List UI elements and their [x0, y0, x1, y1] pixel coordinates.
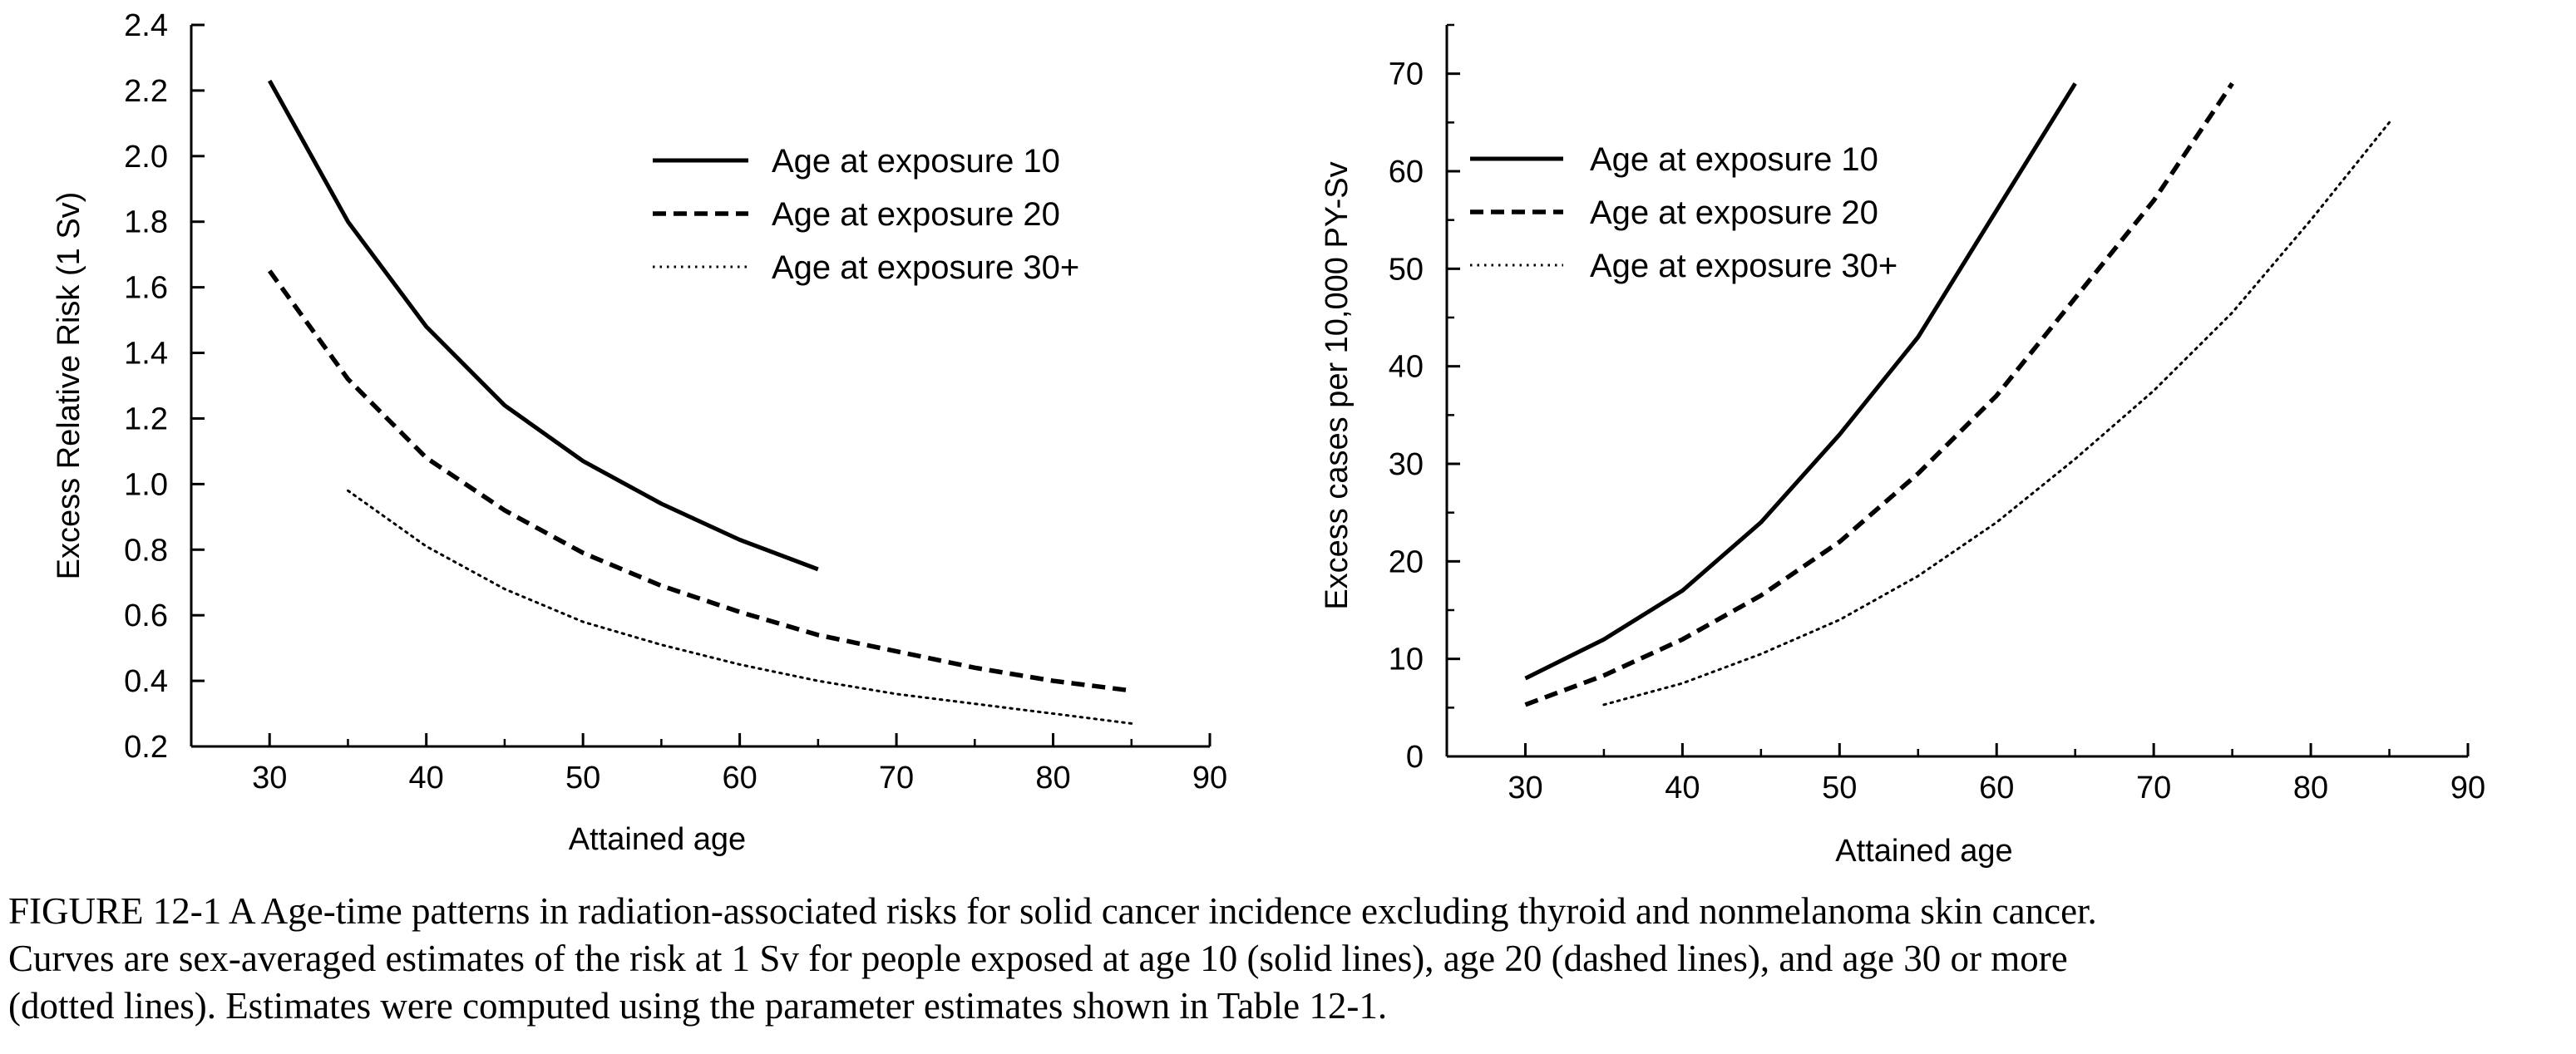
left-y-tick-label: 0.8 — [124, 533, 168, 568]
right-legend-label-1: Age at exposure 10 — [1590, 141, 1878, 178]
right-y-tick-label: 10 — [1389, 643, 1424, 677]
right-y-tick-label: 60 — [1389, 155, 1424, 190]
left-y-tick-label: 1.6 — [124, 271, 168, 306]
right-legend-label-3: Age at exposure 30+ — [1590, 248, 1897, 284]
figure-caption: FIGURE 12-1 A Age-time patterns in radia… — [8, 888, 2574, 1030]
left-series-line-2 — [267, 269, 1133, 693]
left-y-tick-label: 1.2 — [124, 401, 168, 436]
left-y-tick-label: 2.2 — [124, 74, 168, 109]
right-y-tick-label: 50 — [1389, 252, 1424, 287]
right-x-tick-label: 40 — [1665, 771, 1700, 805]
left-legend-label-2: Age at exposure 20 — [772, 196, 1060, 233]
right-x-tick-label: 70 — [2136, 771, 2171, 805]
left-y-tick-label: 2.0 — [124, 140, 168, 175]
right-series-line-1 — [1524, 82, 2077, 681]
left-y-axis-title: Excess Relative Risk (1 Sv) — [52, 192, 86, 580]
left-y-tick-label: 2.4 — [124, 8, 168, 43]
left-legend-label-1: Age at exposure 10 — [772, 143, 1060, 180]
right-x-tick-label: 80 — [2293, 771, 2328, 805]
left-chart: 30 40 50 60 70 80 90 0.2 0.4 0.6 0.8 1.0 1.2 1.4 1.6 1.… — [52, 8, 1227, 857]
left-x-tick-label: 70 — [879, 761, 914, 795]
left-y-tick-label: 0.6 — [124, 598, 168, 633]
left-x-tick-label: 90 — [1192, 761, 1227, 795]
left-series-line-3 — [347, 489, 1133, 725]
right-y-axis-title: Excess cases per 10,000 PY-Sv — [1320, 161, 1355, 609]
left-x-tick-label: 80 — [1035, 761, 1070, 795]
left-legend-label-3: Age at exposure 30+ — [772, 249, 1079, 286]
left-y-tick-label: 1.8 — [124, 205, 168, 240]
left-y-tick-label: 0.4 — [124, 664, 168, 699]
caption-line-2: Curves are sex-averaged estimates of the… — [8, 938, 2068, 979]
left-series-line-1 — [268, 79, 819, 572]
right-y-tick-label: 20 — [1389, 544, 1424, 579]
right-y-tick-label: 30 — [1389, 447, 1424, 482]
left-y-tick-label: 1.4 — [124, 337, 168, 372]
right-series-line-2 — [1524, 81, 2234, 707]
right-x-tick-label: 30 — [1508, 771, 1542, 805]
right-x-axis-title: Attained age — [1835, 834, 2012, 869]
right-x-tick-label: 90 — [2450, 771, 2485, 805]
left-y-tick-label: 0.2 — [124, 730, 168, 765]
right-series-line-3 — [1602, 121, 2391, 707]
caption-line-1: FIGURE 12-1 A Age-time patterns in radia… — [8, 890, 2097, 932]
right-legend-label-2: Age at exposure 20 — [1590, 195, 1878, 231]
left-x-tick-label: 60 — [722, 761, 757, 795]
left-x-tick-label: 30 — [252, 761, 287, 795]
right-y-tick-label: 0 — [1406, 740, 1424, 775]
caption-line-3: (dotted lines). Estimates were computed … — [8, 985, 1388, 1027]
right-x-tick-label: 50 — [1822, 771, 1857, 805]
left-x-tick-label: 50 — [565, 761, 600, 795]
right-y-tick-label: 70 — [1389, 57, 1424, 92]
right-y-tick-label: 40 — [1389, 350, 1424, 385]
left-y-tick-label: 1.0 — [124, 467, 168, 502]
right-x-tick-label: 60 — [1979, 771, 2014, 805]
left-x-axis-title: Attained age — [569, 822, 746, 857]
left-x-tick-label: 40 — [409, 761, 444, 795]
right-chart: 30 40 50 60 70 80 90 0 10 20 30 40 50 60 70 Attained ag… — [1320, 23, 2485, 869]
